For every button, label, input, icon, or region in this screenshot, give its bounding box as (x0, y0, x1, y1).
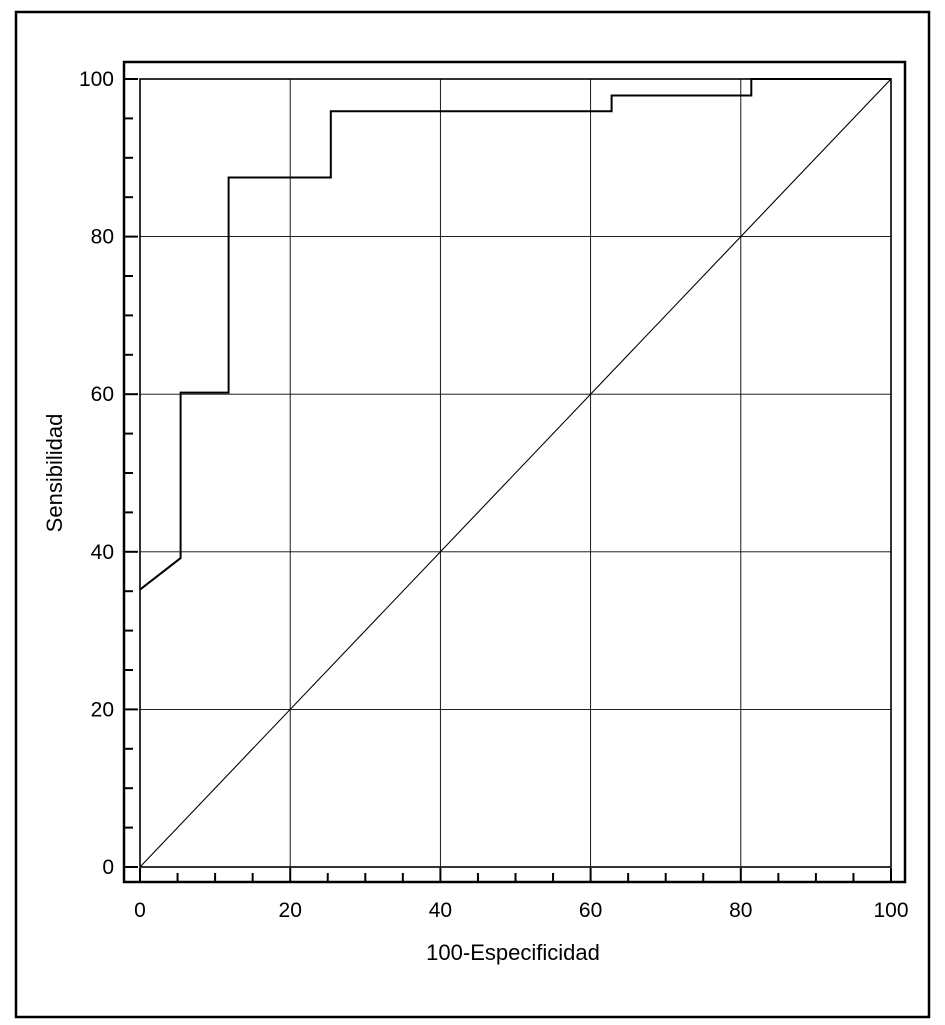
roc-curve (139, 78, 891, 591)
grid-lines (139, 78, 892, 868)
y-tick-label: 100 (79, 68, 114, 91)
x-tick-label: 0 (134, 899, 146, 922)
x-axis-title: 100-Especificidad (426, 940, 600, 965)
reference-diagonal-line (139, 78, 892, 868)
axis-ticks (124, 78, 892, 882)
tick-labels: 0 20 40 60 80 100 0 20 40 60 80 100 (79, 68, 909, 922)
y-tick-label: 20 (91, 698, 114, 721)
series-lines (139, 78, 892, 868)
x-tick-label: 100 (873, 899, 908, 922)
outer-frame (14, 10, 931, 1019)
y-tick-label: 80 (91, 226, 114, 249)
x-tick-label: 60 (579, 899, 602, 922)
x-tick-label: 40 (429, 899, 452, 922)
y-tick-label: 40 (91, 541, 114, 564)
y-axis-title: Sensibilidad (42, 414, 67, 533)
y-tick-label: 0 (102, 856, 114, 879)
x-tick-label: 80 (729, 899, 752, 922)
plot-area-border (139, 78, 892, 868)
x-tick-label: 20 (279, 899, 302, 922)
y-tick-label: 60 (91, 383, 114, 406)
